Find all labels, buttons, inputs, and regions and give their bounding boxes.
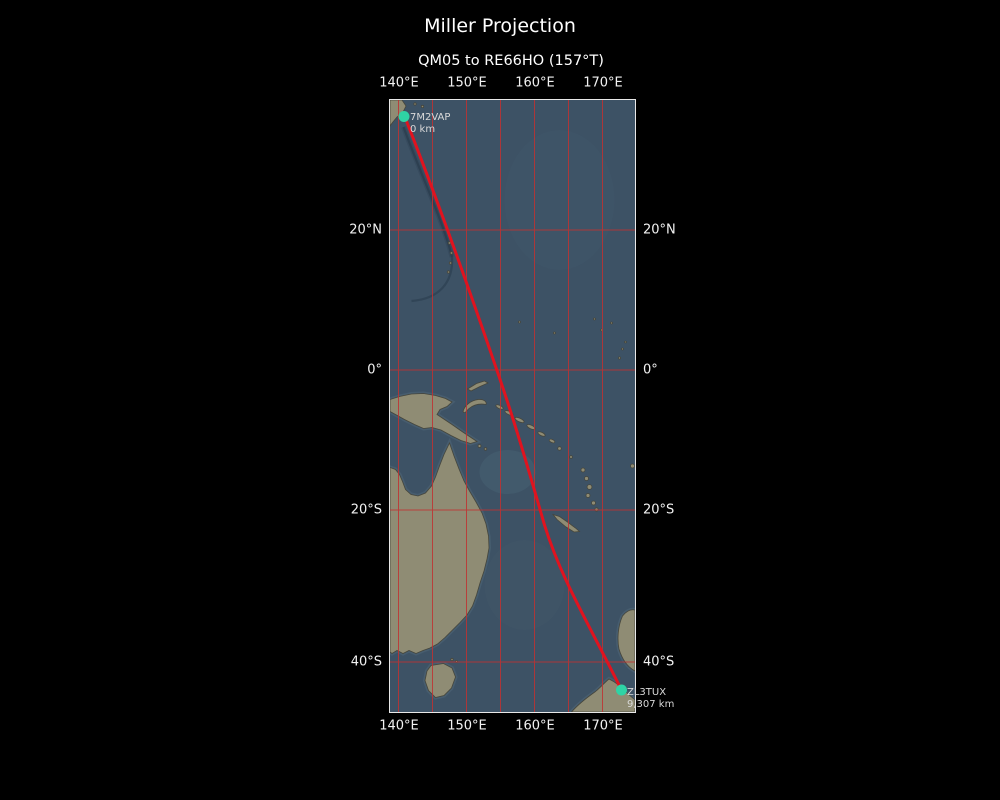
axis-label-bottom-150e: 150°E: [447, 718, 487, 734]
axis-label-top-140e: 140°E: [379, 75, 419, 91]
route-end-distance: 9,307 km: [627, 698, 675, 710]
route-start-distance: 0 km: [410, 123, 436, 135]
route-line: [403, 114, 623, 692]
axis-label-top-150e: 150°E: [447, 75, 487, 91]
islands-vanuatu: [580, 467, 599, 512]
axis-label-left-0: 0°: [367, 362, 382, 378]
map-svg: [390, 100, 635, 712]
islands-solomons: [495, 404, 573, 459]
map-canvas: [389, 99, 636, 713]
route-end-annotation: ZL3TUX 9,307 km: [627, 687, 674, 710]
axis-label-top-160e: 160°E: [515, 75, 555, 91]
route-start-annotation: 7M2VAP 0 km: [410, 112, 450, 135]
axis-label-right-20n: 20°N: [643, 222, 676, 238]
islands-misc: [413, 102, 635, 663]
figure-subtitle: QM05 to RE66HO (157°T): [418, 53, 604, 69]
axis-label-right-20s: 20°S: [643, 502, 675, 518]
route-start-marker: [398, 111, 410, 122]
land-new-ireland: [466, 380, 489, 392]
route-end-callsign: ZL3TUX: [627, 687, 667, 698]
graticule: [390, 100, 635, 712]
ocean-shading: [401, 126, 615, 630]
axis-label-right-0: 0°: [643, 362, 658, 378]
axis-label-bottom-140e: 140°E: [379, 718, 419, 734]
land-new-caledonia: [551, 513, 581, 533]
axis-label-left-40s: 40°S: [350, 654, 382, 670]
axis-label-bottom-170e: 170°E: [583, 718, 623, 734]
axis-label-right-40s: 40°S: [643, 654, 675, 670]
axis-label-bottom-160e: 160°E: [515, 718, 555, 734]
landmasses: [390, 100, 635, 712]
route-start-callsign: 7M2VAP: [410, 112, 451, 123]
route-end-marker: [616, 684, 627, 696]
axis-label-top-170e: 170°E: [583, 75, 623, 91]
axis-label-left-20s: 20°S: [350, 502, 382, 518]
figure-title: Miller Projection: [424, 15, 576, 37]
axis-label-left-20n: 20°N: [349, 222, 382, 238]
